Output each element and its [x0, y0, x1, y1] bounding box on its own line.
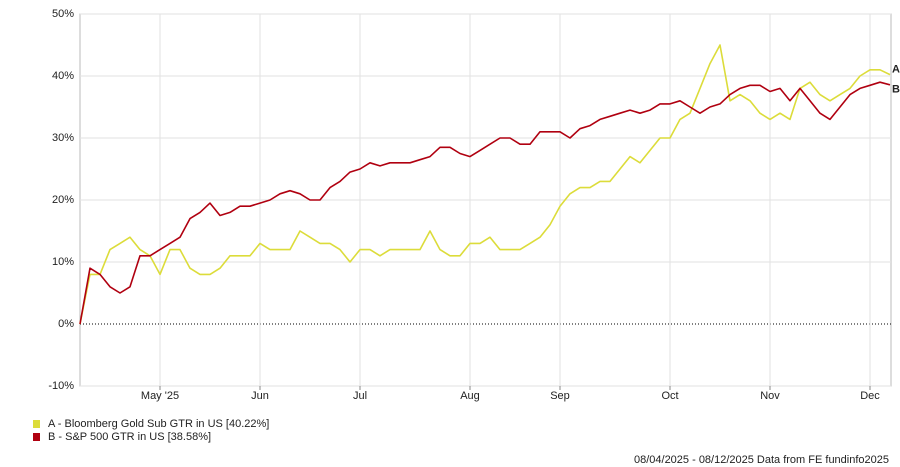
y-tick-label: 40%	[52, 70, 74, 82]
x-tick-label: May '25	[141, 390, 179, 402]
y-tick-label: 20%	[52, 194, 74, 206]
series-line	[79, 44, 891, 325]
footer: 08/04/2025 - 08/12/2025 Data from FE fun…	[634, 454, 889, 466]
legend-swatch	[33, 420, 40, 428]
end-label: B	[892, 84, 900, 96]
end-label: A	[892, 64, 900, 76]
x-tick-label: Nov	[760, 390, 780, 402]
x-tick-label: Dec	[860, 390, 880, 402]
y-tick-label: -10%	[48, 380, 74, 392]
series-line	[79, 81, 891, 325]
x-tick-label: Oct	[661, 390, 678, 402]
x-tick-label: Sep	[550, 390, 570, 402]
y-tick-label: 30%	[52, 132, 74, 144]
y-tick-label: 10%	[52, 256, 74, 268]
y-tick-label: 0%	[58, 318, 74, 330]
legend-label: B - S&P 500 GTR in US [38.58%]	[48, 431, 211, 443]
x-tick-label: Jul	[353, 390, 367, 402]
legend-swatch	[33, 433, 40, 441]
x-tick-label: Jun	[251, 390, 269, 402]
legend-label: A - Bloomberg Gold Sub GTR in US [40.22%…	[48, 418, 269, 430]
x-tick-label: Aug	[460, 390, 480, 402]
y-tick-label: 50%	[52, 8, 74, 20]
